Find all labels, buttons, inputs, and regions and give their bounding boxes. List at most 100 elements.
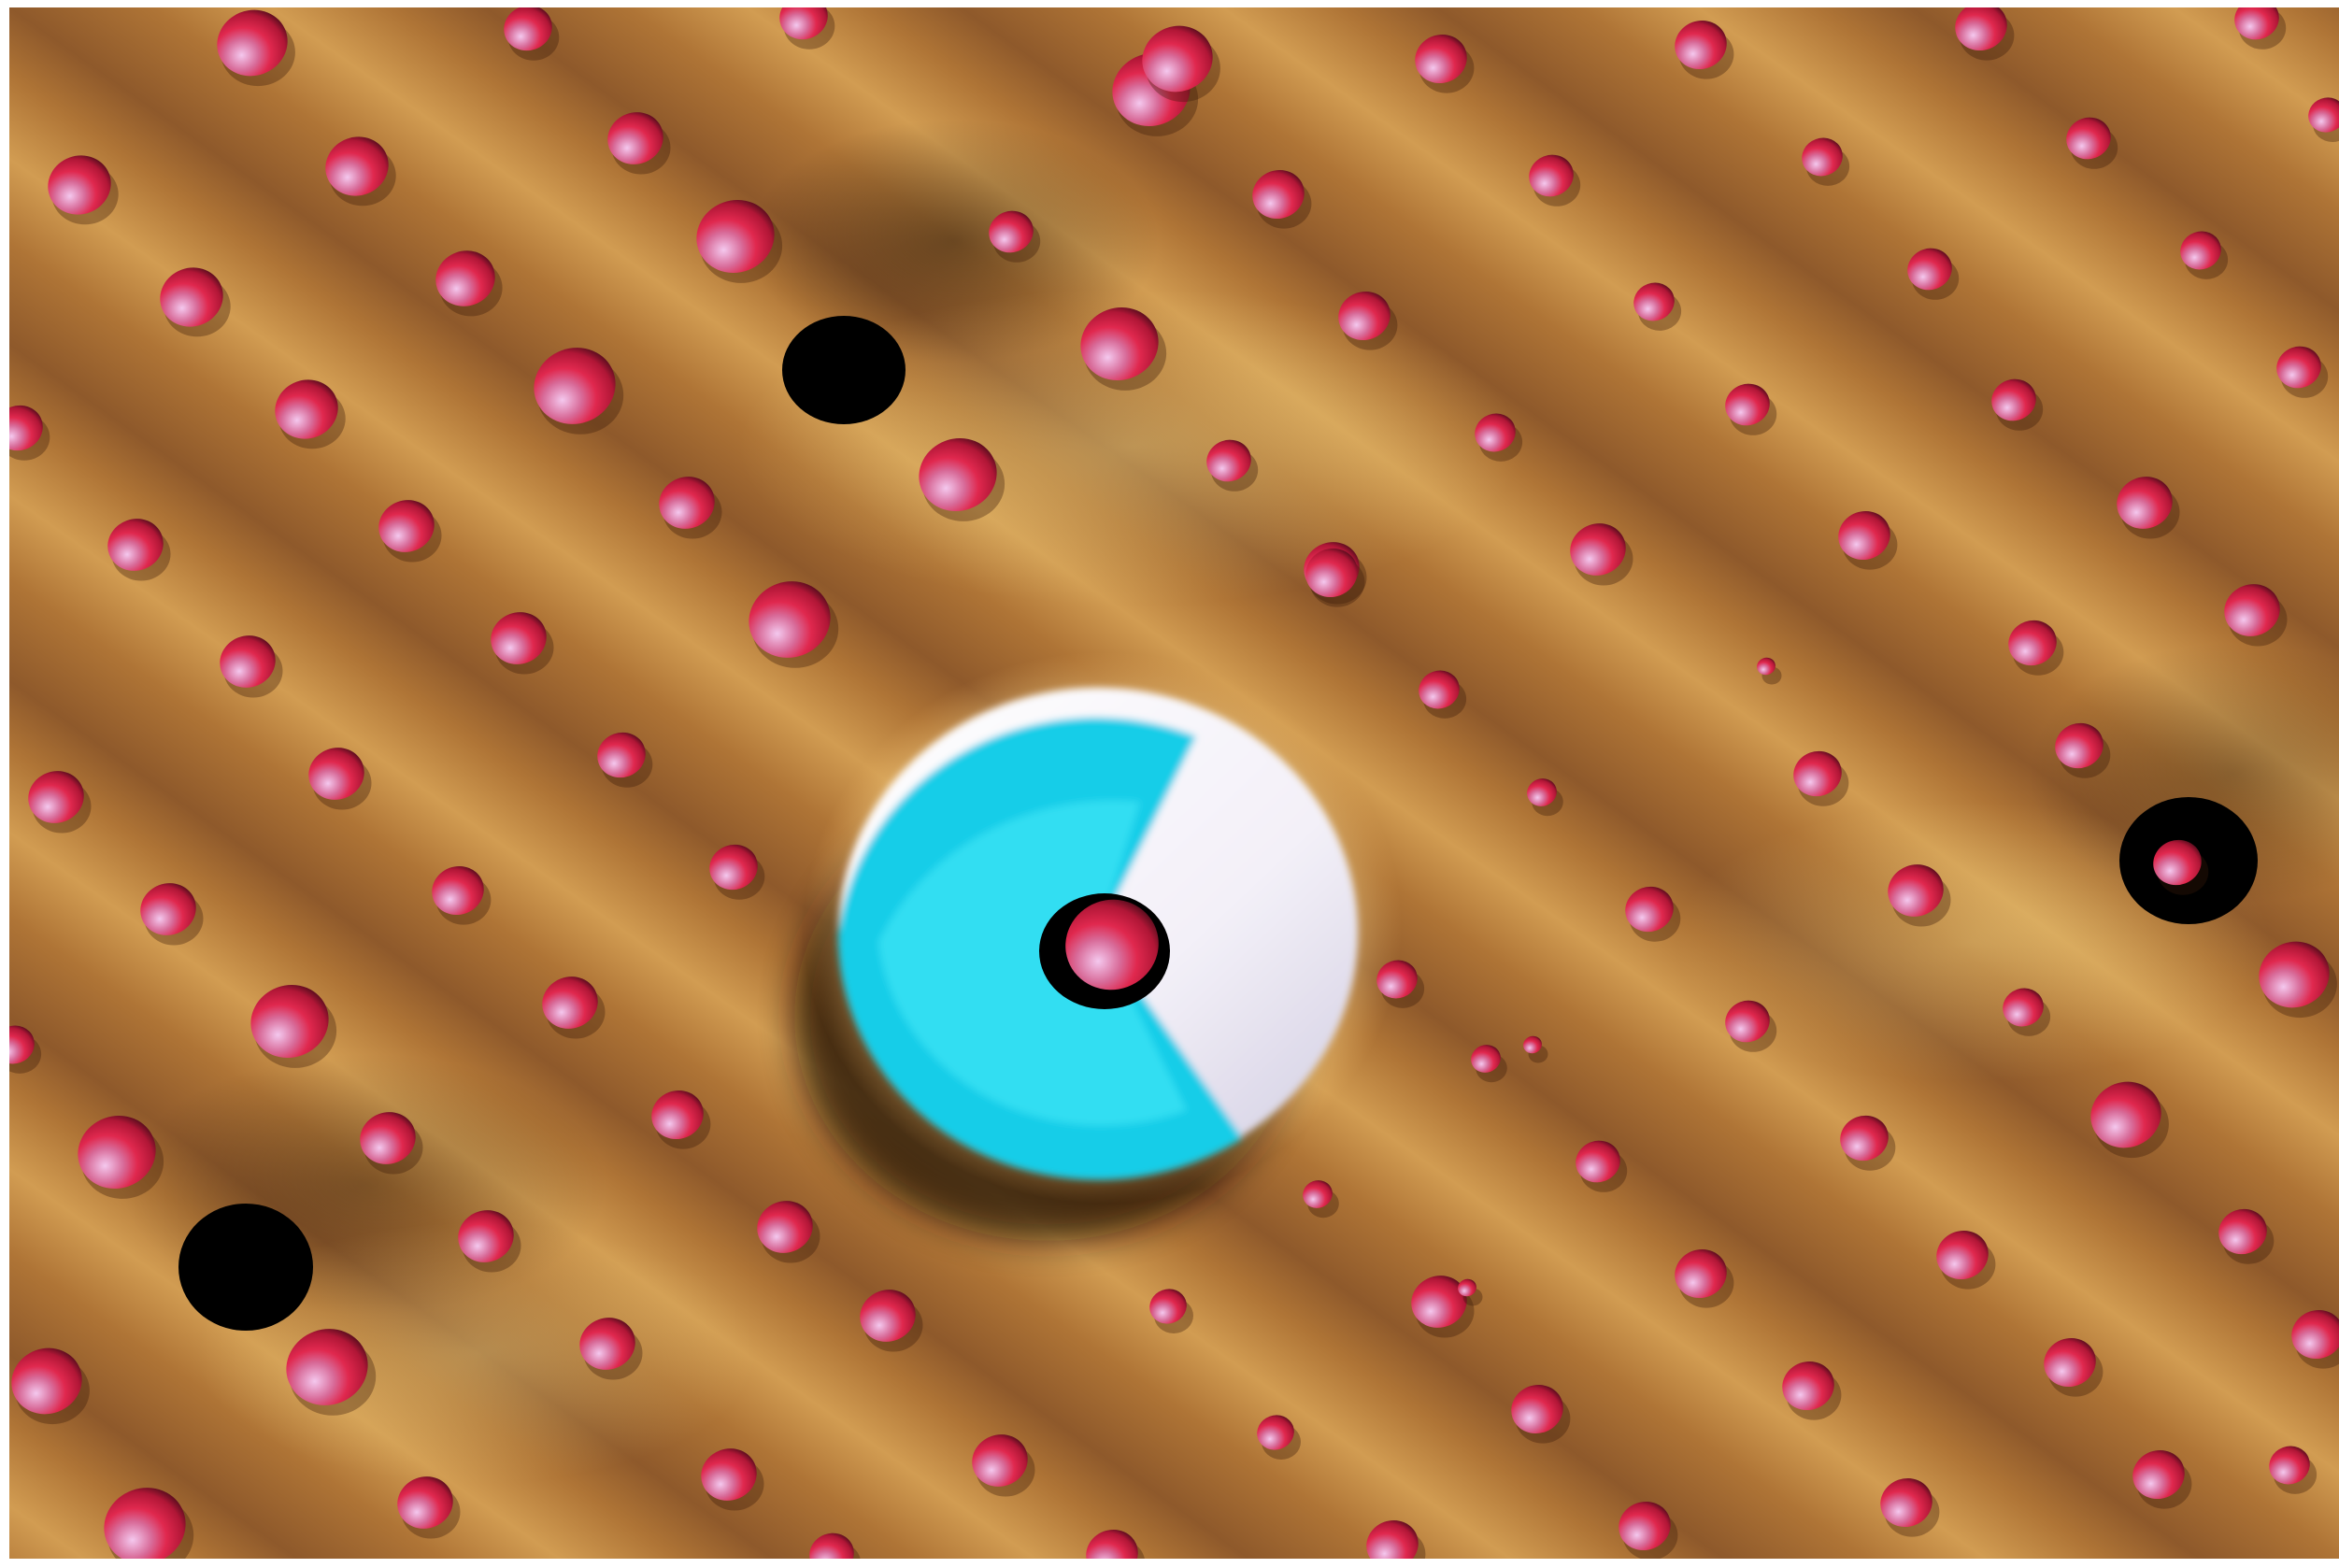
vacancy-group: [178, 316, 2258, 1331]
lattice-atom: [2259, 941, 2330, 1008]
lattice-atom: [1471, 1045, 1501, 1073]
lattice-atom: [491, 612, 547, 664]
lattice-atom: [435, 250, 495, 306]
lattice-atom: [1305, 548, 1358, 598]
lattice-atom: [2132, 1449, 2185, 1500]
lattice-atom: [1529, 154, 1574, 197]
lattice-atom: [286, 1329, 368, 1405]
lattice-atom: [2153, 839, 2202, 886]
lattice-atom: [2218, 1208, 2267, 1255]
lattice-atom: [107, 519, 164, 571]
lattice-atom: [1633, 282, 1675, 321]
lattice-atom: [1570, 523, 1626, 576]
lattice-atom: [275, 379, 338, 439]
lattice-atom: [250, 984, 329, 1059]
lattice-atom: [504, 7, 552, 51]
lattice-atom: [1252, 169, 1305, 220]
lattice-atom: [779, 7, 828, 40]
lattice-atom: [1475, 413, 1516, 452]
lattice-atom: [542, 976, 598, 1029]
lattice-atom: [325, 136, 389, 196]
lattice-atom: [860, 1290, 916, 1342]
lattice-atom: [140, 883, 196, 935]
lattice-atom: [2066, 117, 2111, 160]
lattice-atom: [1880, 1477, 1933, 1528]
lattice-atom: [217, 9, 288, 77]
lattice-atom: [1576, 1140, 1620, 1183]
lattice-atom: [11, 1347, 82, 1415]
lattice-atom: [9, 405, 43, 451]
lattice-atom: [1149, 1289, 1187, 1324]
lattice-atom: [2117, 477, 2173, 529]
lattice-atom: [1675, 1248, 1727, 1299]
lattice-atom: [1458, 1278, 1476, 1297]
lattice-atom: [2090, 1081, 2161, 1148]
lattice-atom: [1303, 1180, 1333, 1208]
lattice-atom: [2180, 231, 2221, 270]
defect-disc-cyan-inner: [878, 800, 1187, 1126]
lattice-atom: [48, 155, 111, 215]
lattice-atom: [1257, 1415, 1294, 1450]
lattice-atom: [432, 865, 484, 916]
surface-render: [9, 7, 2339, 1559]
lattice-atom: [579, 1318, 635, 1370]
lattice-atom: [2003, 988, 2044, 1027]
lattice-atom: [1838, 510, 1890, 561]
vacancy-hole: [178, 1204, 313, 1331]
lattice-atom: [1523, 1035, 1542, 1054]
lattice-atom: [360, 1112, 416, 1164]
surface-shading: [121, 120, 2339, 1484]
lattice-atom: [28, 771, 84, 823]
lattice-atom: [989, 210, 1034, 253]
lattice-atom: [534, 348, 616, 424]
lattice-atom: [1511, 1384, 1563, 1434]
lattice-atom: [104, 1488, 186, 1559]
lattice-atom: [397, 1476, 453, 1529]
central-defect: [794, 652, 1402, 1241]
lattice-atom: [2291, 1309, 2339, 1360]
lattice-atom: [1675, 20, 1727, 70]
lattice-atom: [1757, 657, 1776, 676]
lattice-atom: [2044, 1337, 2096, 1388]
lattice-atom: [1936, 1230, 1989, 1280]
lattice-atom: [809, 1532, 854, 1559]
lattice-atom: [651, 1090, 704, 1140]
lattice-atom: [1206, 439, 1251, 482]
lattice-atom: [2008, 620, 2057, 666]
lattice-atom: [1907, 248, 1952, 291]
lattice-atom: [1991, 378, 2036, 421]
lattice-atom: [2269, 1446, 2310, 1485]
lattice-atom: [1782, 1361, 1834, 1411]
lattice-atom: [1338, 291, 1391, 341]
lattice-atom: [696, 199, 775, 274]
defect-core-atom: [1065, 899, 1159, 991]
lattice-atom: [1802, 137, 1843, 177]
lattice-atom: [749, 581, 831, 658]
lattice-atom: [2308, 97, 2339, 133]
lattice-atom: [1840, 1115, 1889, 1162]
lattice-atom: [1415, 34, 1467, 84]
lattice-atom: [1527, 778, 1557, 806]
lattice-atom: [1793, 750, 1842, 797]
lattice-atom: [308, 748, 364, 800]
lattice-atom: [1625, 886, 1674, 933]
lattice-atom: [1419, 670, 1460, 709]
lattice-atom: [1411, 1276, 1467, 1328]
lattice-atom: [701, 1448, 757, 1501]
vacancy-hole: [782, 316, 906, 424]
lattice-atom: [2224, 584, 2280, 636]
lattice-atom: [1619, 1501, 1671, 1551]
lattice-atom: [1955, 7, 2007, 51]
lattice-atom: [2234, 7, 2279, 40]
lattice-atom: [78, 1115, 156, 1190]
lattice-atom: [1376, 960, 1418, 999]
lattice-atom: [709, 844, 758, 891]
lattice-atom: [458, 1210, 514, 1262]
lattice-atom: [9, 1025, 35, 1064]
lattice-atom: [607, 112, 663, 164]
lattice-atom: [160, 267, 223, 327]
lattice-atom: [220, 635, 276, 688]
lattice-atom: [1086, 1529, 1138, 1559]
lattice-atom: [378, 500, 435, 552]
